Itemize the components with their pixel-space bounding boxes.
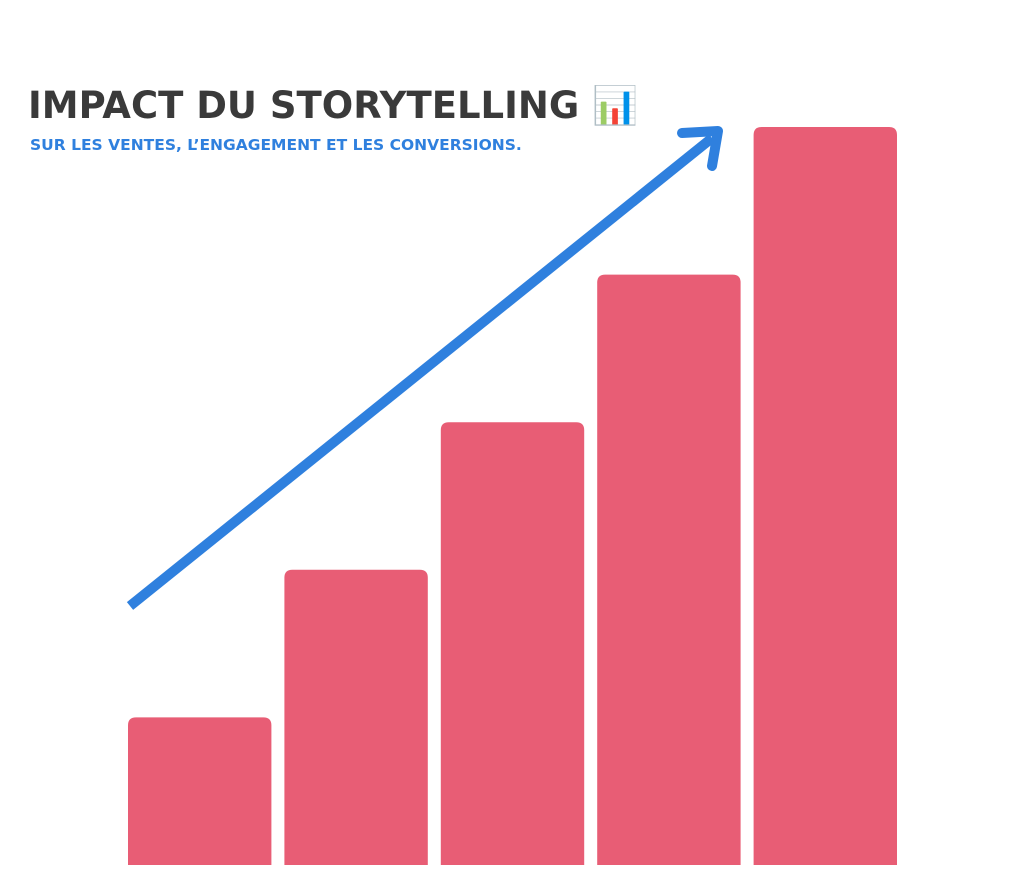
bar — [128, 717, 272, 865]
bar — [284, 569, 428, 865]
chart-subtitle: SUR LES VENTES, L’ENGAGEMENT ET LES CONV… — [30, 136, 522, 154]
arrow-head — [677, 126, 723, 171]
arrow-shaft — [126, 134, 716, 610]
trend-arrow — [126, 126, 723, 610]
bars — [128, 127, 897, 866]
bar — [597, 274, 741, 866]
bar — [753, 127, 897, 865]
bar — [440, 422, 585, 865]
chart-title: IMPACT DU STORYTELLING 📊 — [28, 84, 638, 127]
